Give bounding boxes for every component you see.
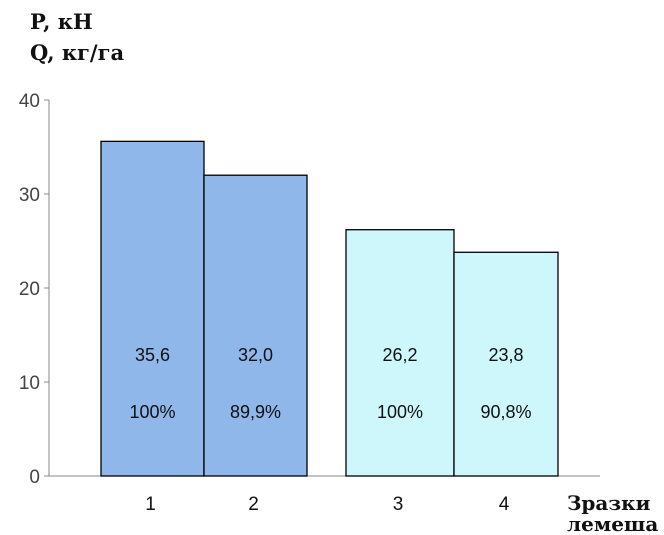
bar-1: [100, 140, 205, 477]
y-tick-label-2: 20: [19, 279, 40, 300]
x-category-label-1: 1: [145, 494, 156, 515]
value-label-4: 23,8: [488, 345, 523, 365]
y-axis-label-line-2: Q, кг/га: [30, 40, 124, 65]
data-labels: 35,6 100% 32,0 89,9% 26,2 100% 23,8 90,8%: [129, 345, 531, 422]
x-axis-label-line-2: лемеша: [567, 512, 658, 535]
percent-label-1: 100%: [129, 402, 175, 422]
y-tick-label-3: 30: [19, 185, 40, 206]
value-label-3: 26,2: [382, 345, 417, 365]
x-axis-label-line-1: Зразки: [567, 491, 651, 515]
x-category-label-2: 2: [248, 494, 259, 515]
value-label-2: 32,0: [238, 345, 273, 365]
value-label-1: 35,6: [135, 345, 170, 365]
y-tick-label-0: 0: [29, 467, 40, 488]
x-axis-categories: 1 2 3 4: [145, 494, 510, 515]
bar-2: [203, 174, 308, 477]
y-axis-label-line-1: P, кН: [30, 9, 93, 34]
x-category-label-4: 4: [499, 494, 510, 515]
y-axis-ticks: 0 10 20 30 40: [19, 91, 49, 488]
bar-3: [345, 229, 455, 477]
percent-label-3: 100%: [377, 402, 423, 422]
bars: [100, 140, 559, 477]
x-category-label-3: 3: [393, 494, 404, 515]
bar-4: [453, 251, 559, 477]
y-tick-label-4: 40: [19, 91, 40, 112]
percent-label-2: 89,9%: [230, 402, 281, 422]
percent-label-4: 90,8%: [480, 402, 531, 422]
y-tick-label-1: 10: [19, 373, 40, 394]
